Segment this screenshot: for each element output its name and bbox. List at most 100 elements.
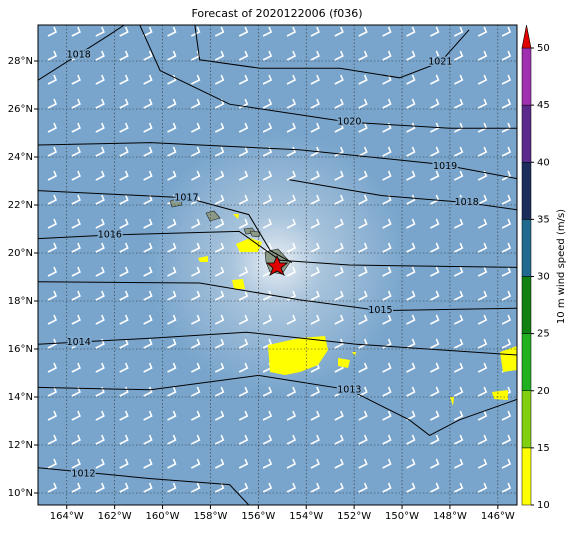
wind-barb (47, 434, 58, 445)
wind-barb (238, 218, 249, 229)
wind-barb (358, 314, 368, 325)
wind-barb (430, 386, 440, 397)
wind-barb (95, 434, 105, 445)
wind-barb (238, 482, 249, 493)
y-tick-label: 20°N (8, 248, 33, 259)
wind-barb (453, 386, 464, 397)
wind-barb (453, 242, 464, 253)
wind-barb (167, 290, 177, 301)
wind-barb (286, 50, 297, 61)
wind-barb (477, 338, 488, 349)
isobars: 1018 1021 1020 1019 1018 1017 1016 1015 1014 1013… (38, 25, 517, 505)
wind-barb (310, 410, 320, 421)
wind-barb (143, 362, 153, 373)
wind-barb (191, 386, 201, 397)
wind-barb (95, 458, 105, 469)
wind-barb (430, 146, 440, 157)
wind-barb (334, 242, 344, 253)
wind-barb (238, 290, 249, 301)
wind-barb (119, 26, 129, 37)
wind-barb (334, 314, 344, 325)
x-tick-label: 162°W (98, 511, 132, 522)
speed-region (338, 358, 350, 368)
wind-barb (214, 170, 225, 181)
wind-barb (47, 122, 58, 133)
wind-barb (334, 194, 344, 205)
wind-barb (358, 122, 368, 133)
wind-barb (95, 290, 105, 301)
wind-barb (95, 242, 105, 253)
wind-barb (143, 386, 153, 397)
speed-region (492, 390, 508, 400)
wind-barb (262, 314, 273, 325)
wind-barb (453, 290, 464, 301)
wind-barb (406, 434, 416, 445)
wind-barb (47, 314, 58, 325)
wind-barb (167, 338, 177, 349)
wind-barb (406, 266, 416, 277)
wind-barb (95, 26, 105, 37)
wind-barb (214, 122, 225, 133)
wind-barb (382, 290, 392, 301)
y-tick-label: 28°N (8, 56, 33, 67)
wind-barb (382, 242, 392, 253)
wind-barb (310, 290, 320, 301)
speed-region (232, 279, 245, 289)
wind-barb (334, 266, 344, 277)
wind-barb (382, 194, 392, 205)
wind-barb (238, 266, 249, 277)
wind-barb (334, 26, 344, 37)
wind-barb (453, 314, 464, 325)
wind-barb (143, 50, 153, 61)
wind-barb (406, 98, 416, 109)
wind-barb (238, 314, 249, 325)
wind-barb (334, 122, 344, 133)
wind-barb (143, 458, 153, 469)
wind-barb (334, 218, 344, 229)
wind-barb (477, 434, 488, 445)
wind-barb (214, 50, 225, 61)
wind-barb (262, 410, 273, 421)
wind-barb (501, 434, 512, 445)
wind-barb (71, 362, 81, 373)
wind-barb (382, 362, 392, 373)
wind-barb (191, 242, 201, 253)
wind-barb (71, 170, 81, 181)
wind-barb (382, 146, 392, 157)
wind-barb (262, 218, 273, 229)
isobar-label: 1018 (67, 50, 91, 61)
wind-barb (310, 242, 320, 253)
wind-barb (382, 50, 392, 61)
wind-barb (167, 50, 177, 61)
wind-barb (334, 74, 344, 85)
wind-barb (358, 146, 368, 157)
wind-barb (191, 362, 201, 373)
wind-barb (382, 386, 392, 397)
wind-barb (191, 482, 201, 493)
colorbar-segment (521, 447, 532, 506)
wind-barb (286, 194, 297, 205)
wind-barb (71, 266, 81, 277)
wind-barb (214, 194, 225, 205)
wind-barb (310, 218, 320, 229)
wind-barb (119, 242, 129, 253)
wind-barb (119, 362, 129, 373)
wind-barb (358, 386, 368, 397)
wind-barb (477, 362, 488, 373)
colorbar-segment (521, 162, 532, 220)
isobar (38, 374, 517, 436)
wind-barb (430, 482, 440, 493)
wind-barb (358, 98, 368, 109)
wind-barb (262, 122, 273, 133)
wind-barb (477, 26, 488, 37)
wind-barb (214, 290, 225, 301)
isobar (194, 25, 470, 79)
wind-barb (358, 338, 368, 349)
wind-barb (47, 290, 58, 301)
wind-barb (95, 170, 105, 181)
wind-barb (238, 170, 249, 181)
wind-barb (143, 338, 153, 349)
wind-barb (286, 98, 297, 109)
wind-barb (47, 194, 58, 205)
colorbar-tick-label: 35 (537, 214, 550, 225)
